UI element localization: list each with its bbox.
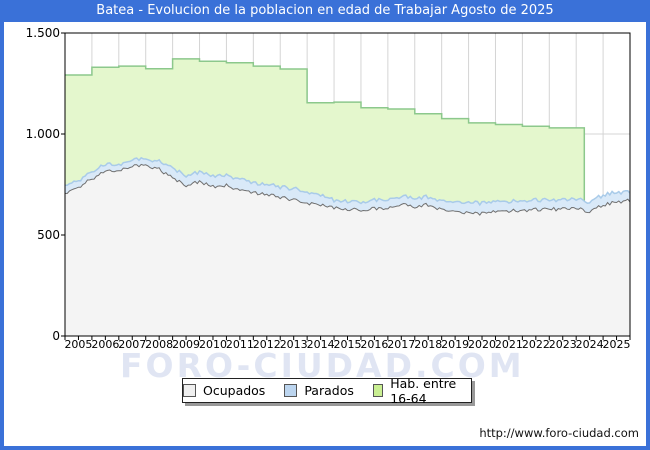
x-tick-label: 2022 [521, 338, 550, 351]
x-tick-label: 2021 [494, 338, 523, 351]
legend-item: Ocupados [183, 383, 265, 398]
x-tick-label: 2014 [306, 338, 335, 351]
footer-url[interactable]: http://www.foro-ciudad.com [479, 426, 639, 440]
y-tick-label: 1.000 [25, 127, 60, 141]
chart-title: Batea - Evolucion de la poblacion en eda… [96, 3, 554, 18]
x-tick-label: 2017 [387, 338, 416, 351]
legend-item: Parados [284, 383, 354, 398]
chart-canvas: FORO-CIUDAD.COM 0 500 1.000 1.500 2005 2006 2… [4, 22, 646, 446]
x-tick-label: 2018 [414, 338, 443, 351]
legend-swatch-icon [372, 384, 384, 397]
plot-area [61, 32, 631, 340]
x-tick-label: 2011 [225, 338, 254, 351]
x-tick-label: 2009 [172, 338, 201, 351]
x-tick-label: 2012 [252, 338, 281, 351]
legend-swatch-icon [284, 384, 298, 397]
y-axis-labels: 0 500 1.000 1.500 [4, 26, 60, 343]
x-tick-label: 2020 [468, 338, 497, 351]
legend-item: Hab. entre 16-64 [372, 375, 471, 406]
y-tick-label: 1.500 [25, 26, 60, 40]
x-tick-label: 2023 [548, 338, 577, 351]
y-tick-label: 0 [52, 329, 60, 343]
x-tick-label: 2007 [118, 338, 147, 351]
y-tick-label: 500 [37, 228, 60, 242]
x-tick-label: 2006 [91, 338, 120, 351]
x-tick-label: 2005 [64, 338, 93, 351]
x-tick-label: 2013 [279, 338, 308, 351]
legend-label: Parados [304, 383, 354, 398]
legend-label: Hab. entre 16-64 [390, 375, 457, 406]
legend-swatch-icon [183, 384, 196, 397]
x-tick-label: 2025 [602, 338, 631, 351]
x-axis-labels: 2005 2006 2007 2008 2009 2010 2011 2012 2013 2014… [64, 338, 631, 354]
x-tick-label: 2010 [198, 338, 227, 351]
x-tick-label: 2008 [145, 338, 174, 351]
legend-label: Ocupados [203, 383, 266, 398]
x-tick-label: 2015 [333, 338, 362, 351]
x-tick-label: 2016 [360, 338, 389, 351]
x-tick-label: 2024 [575, 338, 604, 351]
x-tick-label: 2019 [441, 338, 470, 351]
legend: Ocupados Parados Hab. entre 16-64 [182, 375, 472, 406]
title-bar: Batea - Evolucion de la poblacion en eda… [0, 0, 650, 22]
